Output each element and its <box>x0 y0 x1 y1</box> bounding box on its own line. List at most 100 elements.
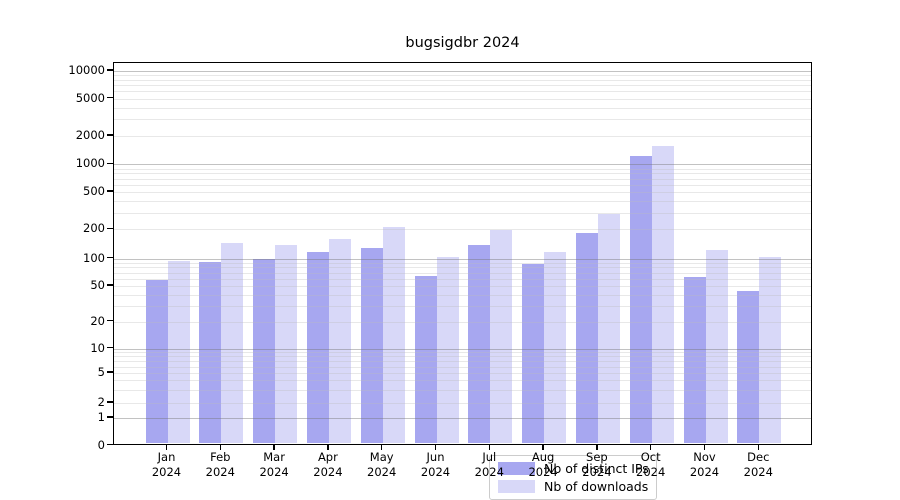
x-tick-label: Aug 2024 <box>528 450 558 479</box>
gridline-minor <box>114 98 811 100</box>
y-tick-mark <box>107 134 113 136</box>
gridline-minor <box>114 229 811 231</box>
x-tick-mark <box>596 445 598 450</box>
y-tick-label: 10 <box>90 340 105 355</box>
x-tick-mark <box>381 445 383 450</box>
legend-swatch-distinct-ips <box>498 462 535 476</box>
chart-title: bugsigdbr 2024 <box>405 35 520 51</box>
x-tick-mark <box>542 445 544 450</box>
bar-downloads-jun <box>436 257 459 444</box>
bar-distinct-ips-apr <box>306 251 329 444</box>
y-tick-label: 50 <box>90 278 105 292</box>
bar-distinct-ips-jul <box>468 245 491 444</box>
x-tick-mark <box>219 445 221 450</box>
y-tick-mark <box>107 416 113 418</box>
bar-distinct-ips-aug <box>522 264 545 444</box>
x-tick-label: Mar 2024 <box>259 450 289 479</box>
bar-downloads-may <box>382 226 405 444</box>
x-tick-label: Apr 2024 <box>313 450 343 479</box>
bar-downloads-jan <box>167 260 190 444</box>
gridline-minor <box>114 79 811 81</box>
bar-distinct-ips-sep <box>575 233 598 444</box>
gridline-major <box>114 164 811 166</box>
x-tick-mark <box>327 445 329 450</box>
gridline-minor <box>114 107 811 109</box>
x-tick-label: Dec 2024 <box>743 450 773 479</box>
y-tick-mark <box>107 256 113 259</box>
x-tick-mark <box>757 445 759 450</box>
x-tick-mark <box>703 445 706 450</box>
y-tick-label: 200 <box>83 221 105 236</box>
bar-distinct-ips-mar <box>253 258 276 444</box>
gridline-minor <box>114 85 811 87</box>
bar-downloads-aug <box>544 251 567 444</box>
x-tick-label: Jul 2024 <box>474 450 504 479</box>
x-tick-label: Jan 2024 <box>151 450 182 479</box>
y-tick-label: 100 <box>83 250 105 265</box>
x-tick-label: Feb 2024 <box>205 450 235 479</box>
gridline-minor <box>114 136 811 137</box>
x-tick-label: Jun 2024 <box>420 450 451 479</box>
y-tick-label: 0 <box>97 437 105 452</box>
x-tick-label: Sep 2024 <box>582 450 612 479</box>
legend-label-downloads: Nb of downloads <box>544 478 649 494</box>
gridline-minor <box>114 178 811 180</box>
gridline-minor <box>114 212 811 214</box>
bar-distinct-ips-feb <box>199 261 222 444</box>
bar-downloads-apr <box>328 239 351 444</box>
x-tick-mark <box>650 445 652 450</box>
bar-downloads-oct <box>651 146 674 444</box>
y-tick-mark <box>107 97 113 99</box>
y-tick-label: 500 <box>83 184 105 198</box>
y-tick-label: 10000 <box>68 63 105 77</box>
y-tick-label: 5 <box>97 365 105 379</box>
y-tick-mark <box>107 284 113 286</box>
x-tick-mark <box>273 445 275 450</box>
y-tick-label: 1000 <box>75 156 105 171</box>
gridline-minor <box>114 168 811 170</box>
y-tick-mark <box>107 401 113 403</box>
x-tick-mark <box>488 445 490 450</box>
gridline-minor <box>114 119 811 121</box>
bar-downloads-dec <box>759 256 782 444</box>
x-tick-label: May 2024 <box>367 450 397 479</box>
y-tick-mark <box>107 443 113 446</box>
y-tick-label: 20 <box>90 313 105 328</box>
bar-downloads-nov <box>705 250 728 444</box>
gridline-minor <box>114 75 811 77</box>
y-tick-mark <box>107 346 113 349</box>
bar-distinct-ips-nov <box>683 277 706 444</box>
x-tick-label: Oct 2024 <box>636 450 666 479</box>
bar-distinct-ips-jan <box>145 280 168 444</box>
y-tick-mark <box>107 227 113 229</box>
y-tick-mark <box>107 162 113 164</box>
gridline-minor <box>114 173 811 175</box>
y-tick-mark <box>107 190 113 192</box>
bar-distinct-ips-jun <box>414 275 437 444</box>
gridline-major <box>114 71 811 72</box>
bar-downloads-mar <box>275 245 298 444</box>
gridline-minor <box>114 184 811 186</box>
bar-downloads-sep <box>597 214 620 444</box>
bar-distinct-ips-dec <box>737 290 760 444</box>
plot-area: Nb of distinct IPs Nb of downloads <box>113 62 812 500</box>
bar-downloads-jul <box>490 229 513 444</box>
bar-distinct-ips-may <box>360 248 383 444</box>
gridline-minor <box>114 91 811 93</box>
y-tick-label: 5000 <box>75 90 105 105</box>
legend-swatch-downloads <box>498 479 535 493</box>
x-tick-mark <box>434 445 437 450</box>
x-tick-mark <box>165 445 168 450</box>
gridline-minor <box>114 201 811 203</box>
y-tick-label: 2000 <box>75 128 105 142</box>
bar-downloads-feb <box>221 243 244 444</box>
y-tick-mark <box>107 319 113 322</box>
x-tick-label: Nov 2024 <box>689 450 720 479</box>
legend-item-distinct-ips: Nb of distinct IPs <box>498 460 649 477</box>
gridline-minor <box>114 192 811 193</box>
bar-distinct-ips-oct <box>629 156 652 444</box>
y-tick-mark <box>107 69 113 71</box>
legend-label-distinct-ips: Nb of distinct IPs <box>544 461 649 477</box>
y-tick-label: 1 <box>97 410 105 424</box>
